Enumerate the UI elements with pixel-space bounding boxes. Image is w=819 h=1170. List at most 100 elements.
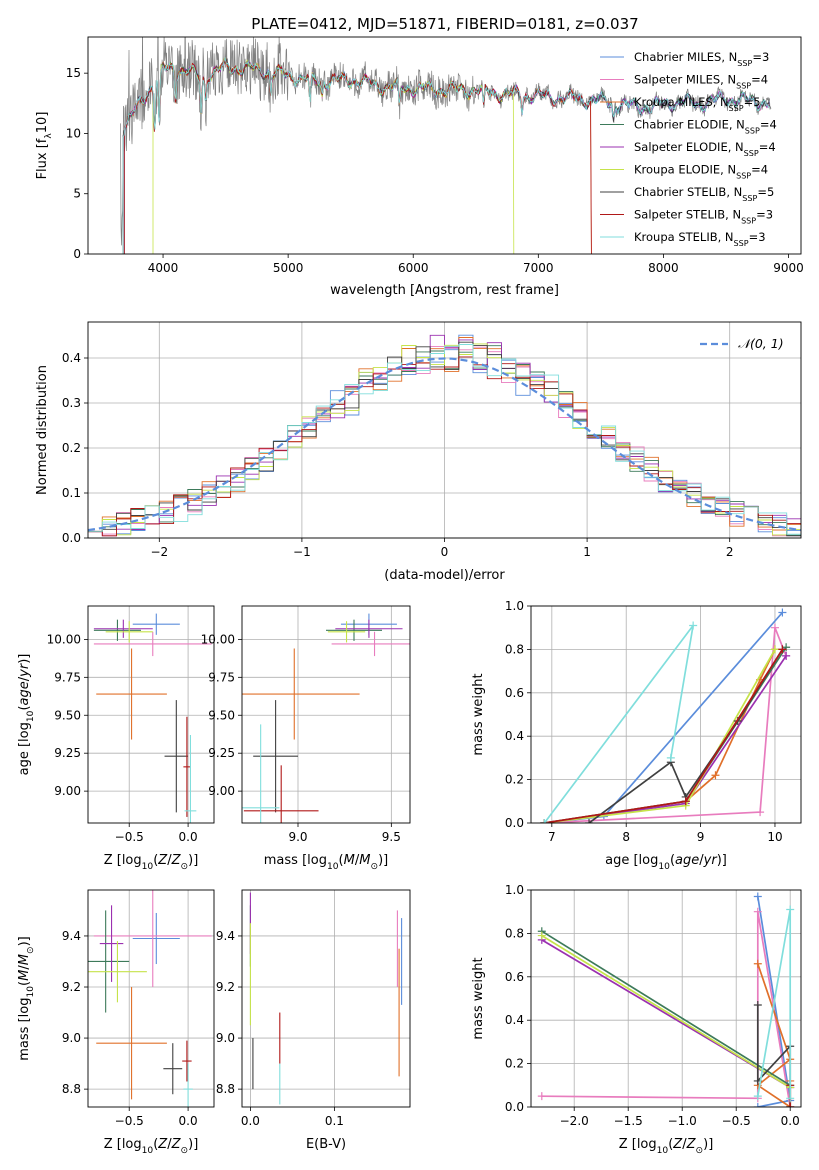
x-axis-label: (data-model)/error [384, 568, 505, 583]
y-tick-label: 0.2 [505, 1057, 524, 1071]
weight-marker-salpeter_stelib [786, 1103, 795, 1107]
x-tick-label: 0.0 [179, 1114, 198, 1128]
y-tick-label: 0.8 [505, 642, 524, 656]
y-tick-label: 9.0 [62, 1031, 81, 1045]
weight-marker-salpeter_stelib [681, 797, 690, 806]
mass-vs-ebv-panel: 0.0 0.1 8.8 9.0 9.2 9.4 E(B-V) [216, 889, 411, 1152]
x-tick-label: 4000 [148, 261, 179, 275]
x-tick-label: −0.5 [115, 1114, 144, 1128]
legend-label-chabrier_elodie: Chabrier ELODIE, NSSP=4 [634, 118, 777, 136]
x-tick-label: 9.0 [288, 830, 307, 844]
spectrum-legend: Chabrier MILES, NSSP=3 Salpeter MILES, NS… [600, 50, 777, 248]
y-tick-label: 0.8 [505, 926, 524, 940]
residual-histogram-salpeter_elodie [88, 334, 801, 537]
weight-marker-chabrier_miles [753, 1103, 762, 1107]
weight-marker-salpeter_elodie [782, 651, 791, 660]
x-tick-label: −0.5 [115, 830, 144, 844]
weight-marker-kroupa_miles [753, 959, 762, 968]
legend-label-kroupa_stelib: Kroupa STELIB, NSSP=3 [634, 230, 766, 248]
x-tick-label: 10 [767, 830, 782, 844]
legend-label-kroupa_miles: Kroupa MILES, NSSP=5 [634, 95, 761, 113]
weight-marker-kroupa_elodie [537, 931, 546, 940]
spectrum-panel: 4000 5000 6000 7000 8000 9000 0 5 10 15 wavelength… [35, 36, 804, 298]
age-vs-metallicity-panel: −0.5 0.0 9.00 9.25 9.50 9.75 10.00 Z [log10(Z/Z… [17, 605, 215, 872]
weight-marker-salpeter_miles [537, 1092, 546, 1101]
x-tick-label: −1.0 [668, 1114, 697, 1128]
y-axis-label: age [log10(age/yr)] [17, 654, 36, 776]
y-tick-label: 9.0 [216, 1031, 235, 1045]
y-tick-label: 10.00 [47, 632, 81, 646]
x-tick-label: −2 [150, 545, 168, 559]
y-tick-label: 0.0 [505, 816, 524, 830]
x-tick-label: 2 [726, 545, 734, 559]
model-spectrum-chabrier_elodie [123, 59, 770, 254]
age-vs-mass-panel: 9.0 9.5 9.00 9.25 9.50 9.75 10.00 mass [log10(M… [201, 605, 411, 872]
x-tick-label: 0.0 [179, 830, 198, 844]
weight-marker-kroupa_stelib [689, 621, 698, 630]
x-tick-label: 1 [583, 545, 591, 559]
gaussian-curve [88, 357, 801, 532]
plot-area [537, 892, 795, 1107]
y-tick-label: 8.8 [216, 1082, 235, 1096]
weight-line-salpeter_miles [544, 627, 787, 823]
x-tick-label: −2.0 [560, 1114, 589, 1128]
x-tick-label: 9.5 [382, 830, 401, 844]
x-tick-label: 8 [622, 830, 630, 844]
page-title: PLATE=0412, MJD=51871, FIBERID=0181, z=0… [251, 15, 638, 33]
y-tick-label: 0.4 [62, 351, 81, 365]
y-tick-label: 9.00 [54, 784, 81, 798]
weight-vs-age-panel: 7 8 9 10 0.0 0.2 0.4 0.6 0.8 1.0 age [log10(age/yr… [471, 599, 802, 872]
weight-marker-kroupa_stelib [666, 753, 675, 762]
x-tick-label: 5000 [273, 261, 304, 275]
axes-frame [87, 889, 215, 1108]
weight-line-chabrier_elodie [541, 930, 791, 1087]
y-tick-label: 0.0 [62, 531, 81, 545]
mass-vs-metallicity-panel: −0.5 0.0 8.8 9.0 9.2 9.4 Z [log10(Z/Z⊙)] mass [… [17, 889, 215, 1156]
y-tick-label: 8.8 [62, 1082, 81, 1096]
y-tick-label: 9.75 [54, 670, 81, 684]
y-axis-label: mass weight [471, 957, 486, 1039]
plot-area [88, 890, 212, 1107]
weight-line-chabrier_miles [544, 611, 784, 823]
x-tick-label: −1.5 [614, 1114, 643, 1128]
x-tick-label: 7000 [523, 261, 554, 275]
y-tick-label: 10 [66, 126, 81, 140]
axes-frame [530, 889, 802, 1108]
x-axis-label: E(B-V) [306, 1137, 346, 1152]
y-tick-label: 0.6 [505, 970, 524, 984]
legend-label-kroupa_elodie: Kroupa ELODIE, NSSP=4 [634, 163, 768, 181]
x-tick-label: 0.0 [781, 1114, 800, 1128]
weight-marker-kroupa_stelib [753, 1092, 762, 1101]
axes-frame [241, 889, 411, 1108]
axes-frame [241, 605, 411, 824]
y-tick-label: 9.2 [62, 980, 81, 994]
weight-line-kroupa_elodie [541, 934, 791, 1089]
x-axis-label: Z [log10(Z/Z⊙)] [104, 1137, 199, 1156]
y-tick-label: 0.0 [505, 1100, 524, 1114]
weight-marker-kroupa_stelib [786, 905, 795, 914]
y-tick-label: 9.75 [208, 670, 235, 684]
x-axis-label: Z [log10(Z/Z⊙)] [619, 1137, 714, 1156]
plot-area [88, 334, 801, 537]
y-tick-label: 9.00 [208, 784, 235, 798]
y-tick-label: 9.25 [54, 746, 81, 760]
weight-marker-kroupa_elodie [770, 645, 779, 654]
weight-line-chabrier_elodie [544, 646, 787, 823]
y-tick-label: 0.1 [62, 486, 81, 500]
model-spectrum-kroupa_stelib [122, 56, 770, 254]
gaussian-legend-label: 𝒩(0, 1) [738, 336, 784, 351]
y-tick-label: 10.00 [201, 632, 235, 646]
y-tick-label: 0.2 [505, 773, 524, 787]
weight-marker-salpeter_stelib [778, 645, 787, 654]
weight-marker-salpeter_miles [753, 907, 762, 916]
y-axis-label: Normed distribution [35, 365, 50, 495]
weight-line-kroupa_stelib [543, 624, 694, 823]
legend-label-salpeter_stelib: Salpeter STELIB, NSSP=3 [634, 208, 773, 226]
weight-vs-metallicity-panel: −2.0 −1.5 −1.0 −0.5 0.0 0.0 0.2 0.4 0.6 0.8 1.0 Z [… [471, 883, 802, 1156]
y-tick-label: 5 [73, 187, 81, 201]
weight-marker-kroupa_miles [711, 771, 720, 780]
y-axis-label: mass weight [471, 673, 486, 755]
y-tick-label: 0.6 [505, 686, 524, 700]
y-axis-label: mass [log10(M/M⊙)] [17, 936, 36, 1060]
